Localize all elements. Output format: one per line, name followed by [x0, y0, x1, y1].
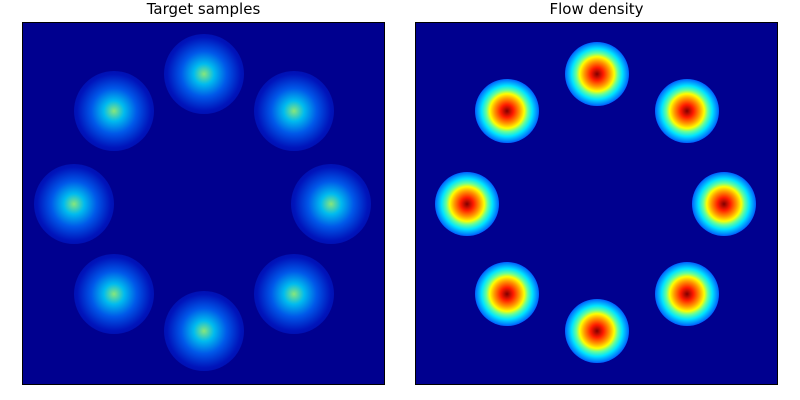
left-chart-title: Target samples — [146, 0, 261, 18]
density-mode — [692, 172, 756, 236]
right-chart-title: Flow density — [549, 0, 644, 18]
flow-density-plot — [415, 22, 778, 385]
sample-cluster — [74, 71, 154, 151]
density-mode — [475, 79, 539, 143]
sample-cluster — [291, 164, 371, 244]
sample-cluster — [74, 254, 154, 334]
target-samples-plot — [22, 22, 385, 385]
density-mode — [655, 79, 719, 143]
sample-cluster — [164, 291, 244, 371]
density-mode — [565, 299, 629, 363]
density-mode — [565, 42, 629, 106]
sample-cluster — [254, 254, 334, 334]
sample-cluster — [254, 71, 334, 151]
sample-cluster — [164, 34, 244, 114]
sample-cluster — [34, 164, 114, 244]
density-mode — [435, 172, 499, 236]
density-mode — [655, 262, 719, 326]
density-mode — [475, 262, 539, 326]
